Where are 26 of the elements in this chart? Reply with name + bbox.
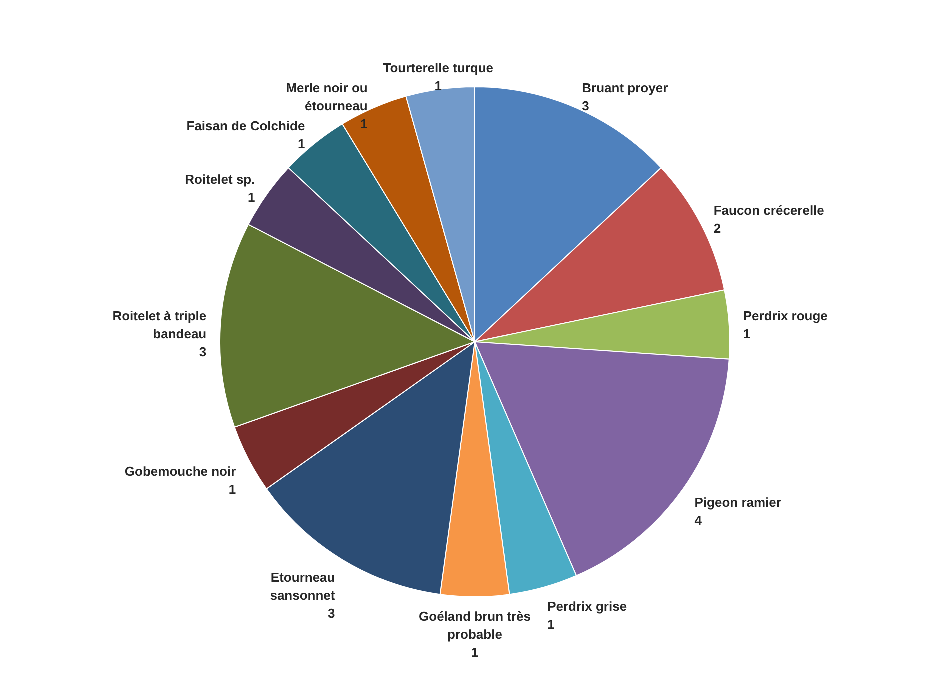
data-label: 1: [360, 116, 368, 132]
data-label: 4: [694, 513, 703, 528]
data-label: 1: [743, 326, 751, 342]
data-label: 3: [582, 98, 590, 114]
slice-label: Faisan de Colchide: [186, 118, 306, 134]
data-label: 2: [714, 221, 722, 236]
data-label: 3: [328, 606, 336, 621]
data-label: 3: [199, 344, 207, 360]
data-label: 1: [471, 645, 479, 660]
slice-label: Bruant proyer: [582, 80, 668, 96]
slice-label: Merle noir ou étourneau: [286, 80, 368, 114]
slice-label: Roitelet sp.: [185, 172, 256, 187]
data-label: 1: [548, 617, 555, 632]
slice-label: Faucon crécerelle: [714, 203, 824, 218]
slice-label: Roitelet à triple bandeau: [112, 308, 207, 342]
data-label: 1: [434, 78, 442, 94]
slice-label: Tourterelle turque: [383, 60, 494, 76]
data-label: 1: [298, 136, 306, 152]
slice-label: Etourneau sansonnet: [270, 570, 336, 603]
slice-label: Perdrix rouge: [743, 308, 828, 324]
data-label: 1: [228, 482, 236, 497]
slice-label: Perdrix grise: [548, 599, 628, 614]
slice-label: Pigeon ramier: [694, 495, 782, 510]
data-label: 1: [248, 190, 256, 205]
slice-label: Gobemouche noir: [124, 464, 236, 479]
slice-label: Goéland brun très probable: [419, 609, 531, 642]
